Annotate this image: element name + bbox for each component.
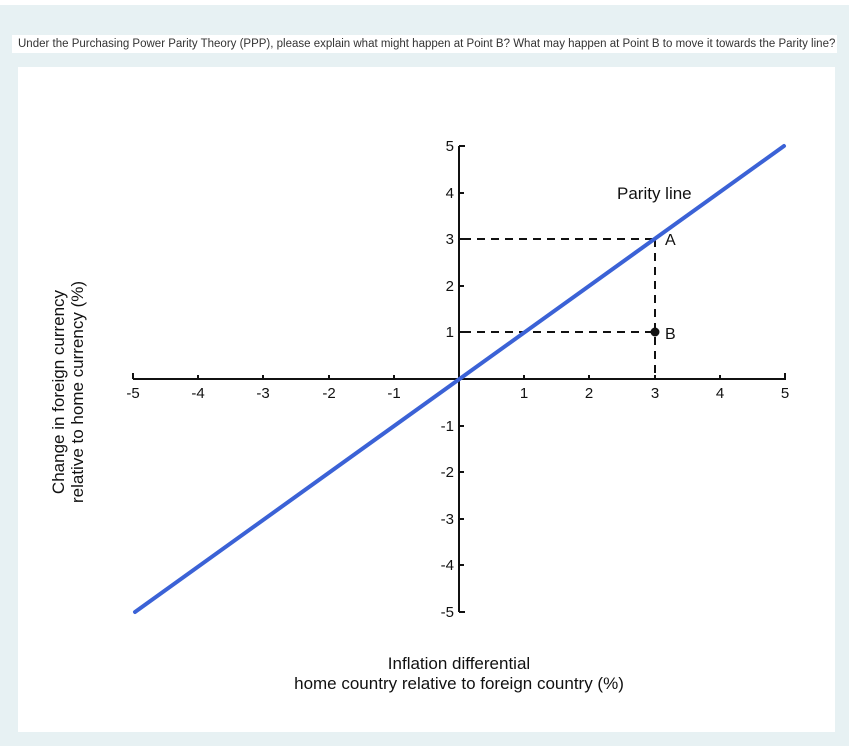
svg-text:-2: -2 (441, 464, 454, 481)
chart-card (18, 67, 835, 732)
svg-text:-1: -1 (387, 385, 400, 402)
x-tick-labels: -5 -4 -3 -2 -1 1 2 3 4 5 (126, 385, 789, 402)
svg-text:-5: -5 (126, 385, 139, 402)
y-ticks (459, 192, 464, 566)
svg-text:2: 2 (585, 385, 593, 402)
svg-text:2: 2 (446, 278, 454, 295)
svg-text:3: 3 (446, 231, 454, 248)
svg-text:-3: -3 (441, 511, 454, 528)
svg-text:4: 4 (446, 185, 454, 202)
svg-text:1: 1 (446, 324, 454, 341)
point-b-marker (650, 327, 660, 337)
svg-text:-4: -4 (191, 385, 204, 402)
reference-lines (463, 238, 656, 376)
question-text: Under the Purchasing Power Parity Theory… (12, 35, 837, 53)
svg-text:-4: -4 (441, 557, 454, 574)
svg-text:4: 4 (716, 385, 724, 402)
parity-line-label: Parity line (617, 184, 692, 203)
x-axis-title-line1: Inflation differential (388, 654, 530, 673)
y-axis-title-line2: relative to home currency (%) (68, 281, 87, 503)
svg-text:-2: -2 (322, 385, 335, 402)
y-axis-title-line1: Change in foreign currency (49, 289, 68, 494)
x-axis-title-line2: home country relative to foreign country… (294, 674, 624, 693)
y-tick-labels: 5 4 3 2 1 -1 -2 -3 -4 -5 (441, 138, 454, 621)
svg-text:-3: -3 (256, 385, 269, 402)
svg-text:-1: -1 (441, 418, 454, 435)
svg-text:1: 1 (520, 385, 528, 402)
svg-text:3: 3 (651, 385, 659, 402)
x-ticks (132, 373, 786, 379)
point-a-label: A (665, 232, 676, 249)
svg-text:-5: -5 (441, 604, 454, 621)
svg-text:5: 5 (781, 385, 789, 402)
parity-line (133, 144, 786, 614)
svg-text:5: 5 (446, 138, 454, 155)
point-b-label: B (665, 326, 676, 343)
